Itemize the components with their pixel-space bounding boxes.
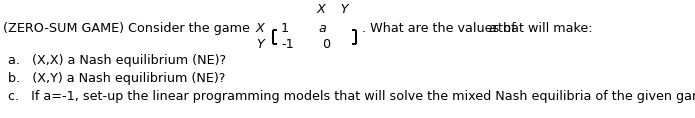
Text: c.   If a=-1, set-up the linear programming models that will solve the mixed Nas: c. If a=-1, set-up the linear programmin…	[8, 90, 695, 103]
Text: X: X	[256, 22, 265, 35]
Text: (ZERO-SUM GAME) Consider the game: (ZERO-SUM GAME) Consider the game	[3, 22, 258, 35]
Text: a: a	[488, 22, 496, 35]
Text: 0: 0	[322, 38, 330, 51]
Text: a: a	[318, 22, 326, 35]
Text: . What are the values of: . What are the values of	[362, 22, 520, 35]
Text: 1: 1	[281, 22, 289, 35]
Text: b.   (X,Y) a Nash equilibrium (NE)?: b. (X,Y) a Nash equilibrium (NE)?	[8, 72, 225, 85]
Text: -1: -1	[281, 38, 294, 51]
Text: a.   (X,X) a Nash equilibrium (NE)?: a. (X,X) a Nash equilibrium (NE)?	[8, 54, 226, 67]
Text: Y: Y	[256, 38, 263, 51]
Text: that will make:: that will make:	[494, 22, 593, 35]
Text: X    Y: X Y	[317, 3, 350, 16]
